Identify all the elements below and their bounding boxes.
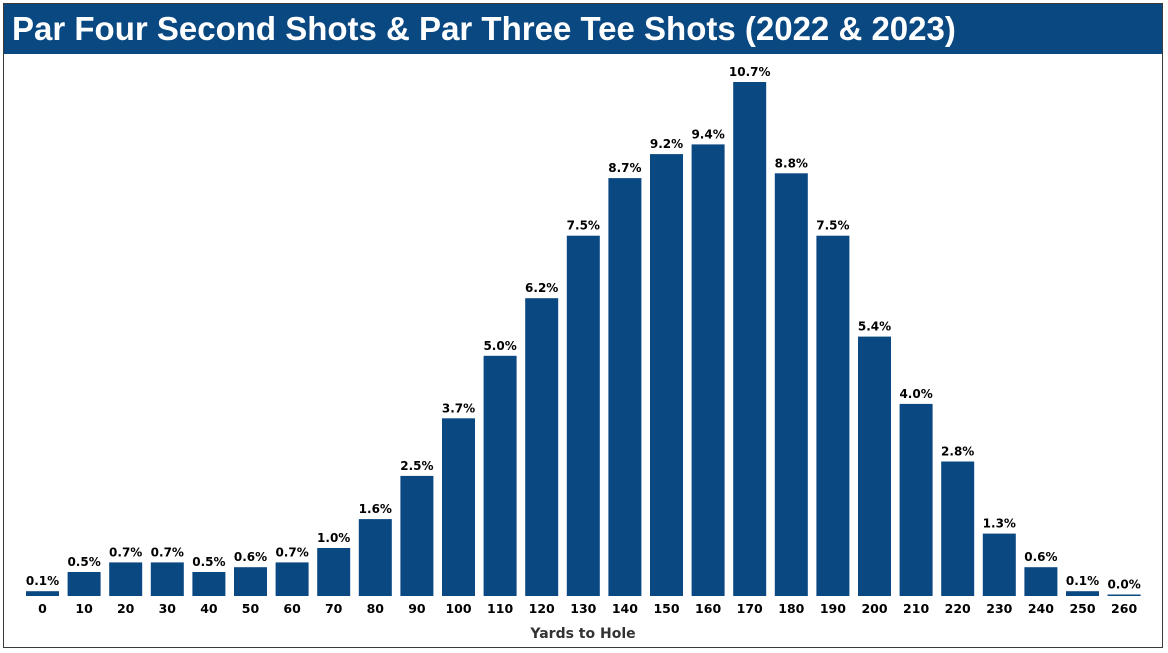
x-tick-170: 170: [737, 601, 763, 616]
bar-180: [774, 173, 808, 597]
value-label-90: 2.5%: [400, 459, 433, 473]
value-label-70: 1.0%: [317, 531, 350, 545]
x-tick-40: 40: [200, 601, 218, 616]
x-tick-120: 120: [529, 601, 555, 616]
bar-70: [317, 548, 351, 596]
bars-layer: [26, 82, 1141, 597]
x-tick-210: 210: [903, 601, 929, 616]
value-label-210: 4.0%: [899, 387, 932, 401]
x-tick-100: 100: [445, 601, 471, 616]
value-label-0: 0.1%: [26, 574, 59, 588]
value-label-60: 0.7%: [275, 545, 308, 559]
value-labels-layer: 0.1% 0.5% 0.7% 0.7% 0.5% 0.6% 0.7% 1.0% 1.6% 2.5%…: [26, 65, 1141, 592]
x-tick-30: 30: [159, 601, 177, 616]
value-label-30: 0.7%: [151, 545, 184, 559]
bar-190: [816, 235, 850, 596]
value-label-10: 0.5%: [67, 555, 100, 569]
x-tick-200: 200: [861, 601, 887, 616]
bar-100: [442, 418, 475, 596]
value-label-110: 5.0%: [483, 339, 516, 353]
value-label-170: 10.7%: [729, 65, 771, 79]
bar-130: [566, 235, 600, 596]
bar-120: [525, 298, 559, 596]
value-label-80: 1.6%: [359, 502, 392, 516]
bar-220: [941, 461, 975, 596]
value-label-200: 5.4%: [858, 320, 891, 334]
x-tick-20: 20: [117, 601, 135, 616]
bar-0: [26, 591, 59, 596]
x-tick-10: 10: [75, 601, 93, 616]
bar-150: [650, 154, 683, 596]
bar-40: [192, 572, 226, 596]
bar-210: [899, 403, 933, 596]
value-label-140: 8.7%: [608, 161, 641, 175]
x-tick-180: 180: [778, 601, 804, 616]
value-label-240: 0.6%: [1024, 550, 1057, 564]
x-tick-labels: 0 10 20 30 40 50 60 70 80 90 100 110 120 130 140 150 160…: [38, 601, 1137, 616]
x-tick-150: 150: [653, 601, 679, 616]
value-label-40: 0.5%: [192, 555, 225, 569]
x-tick-250: 250: [1069, 601, 1095, 616]
value-label-20: 0.7%: [109, 545, 142, 559]
bar-230: [982, 533, 1016, 596]
x-tick-220: 220: [945, 601, 971, 616]
value-label-120: 6.2%: [525, 281, 558, 295]
x-tick-260: 260: [1111, 601, 1137, 616]
value-label-100: 3.7%: [442, 401, 475, 415]
value-label-250: 0.1%: [1066, 574, 1099, 588]
bar-110: [483, 355, 517, 596]
value-label-180: 8.8%: [775, 156, 808, 170]
title-bar: Par Four Second Shots & Par Three Tee Sh…: [4, 4, 1162, 54]
value-label-220: 2.8%: [941, 445, 974, 459]
bar-80: [358, 519, 392, 596]
x-tick-230: 230: [986, 601, 1012, 616]
bar-50: [234, 567, 267, 596]
bar-260: [1107, 594, 1141, 596]
x-axis-title: Yards to Hole: [529, 626, 635, 642]
x-tick-110: 110: [487, 601, 513, 616]
value-label-130: 7.5%: [567, 219, 600, 233]
bar-240: [1024, 567, 1058, 596]
bar-140: [608, 178, 642, 596]
value-label-50: 0.6%: [234, 550, 267, 564]
x-tick-190: 190: [820, 601, 846, 616]
x-tick-140: 140: [612, 601, 638, 616]
x-tick-80: 80: [367, 601, 385, 616]
bar-170: [733, 82, 767, 596]
bar-30: [150, 562, 184, 596]
value-label-150: 9.2%: [650, 137, 683, 151]
x-tick-130: 130: [570, 601, 596, 616]
value-label-190: 7.5%: [816, 219, 849, 233]
x-tick-0: 0: [38, 601, 47, 616]
x-tick-70: 70: [325, 601, 343, 616]
bar-20: [109, 562, 143, 596]
x-tick-60: 60: [283, 601, 301, 616]
bar-200: [858, 336, 891, 596]
x-tick-90: 90: [408, 601, 426, 616]
bar-250: [1066, 591, 1099, 596]
bar-90: [400, 475, 434, 596]
bar-10: [67, 572, 101, 596]
x-tick-50: 50: [242, 601, 260, 616]
value-label-160: 9.4%: [691, 127, 724, 141]
bar-60: [275, 562, 309, 596]
x-tick-240: 240: [1028, 601, 1054, 616]
chart-title: Par Four Second Shots & Par Three Tee Sh…: [12, 10, 956, 47]
x-tick-160: 160: [695, 601, 721, 616]
value-label-230: 1.3%: [983, 517, 1016, 531]
value-label-260: 0.0%: [1107, 578, 1140, 592]
bar-160: [691, 144, 725, 596]
